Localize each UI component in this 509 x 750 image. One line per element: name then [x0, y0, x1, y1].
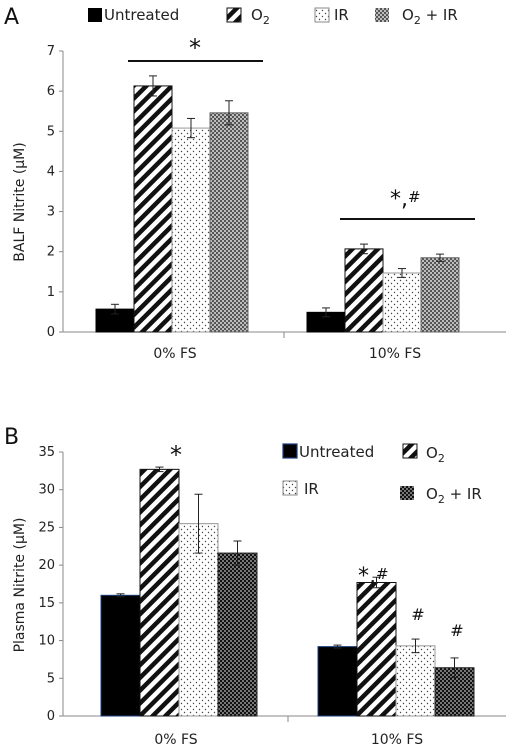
panel-b-sig-star-o2-0fs: * — [170, 441, 182, 469]
legend-swatch-o2ir — [375, 8, 389, 22]
panel-a-bars — [95, 75, 460, 333]
panel-a-sig-star-10fs: *,# — [390, 187, 421, 212]
bar-ir-0fs — [178, 523, 219, 717]
y-tick-label: 10 — [38, 634, 55, 649]
panel-a-sig-star-10fs-hash: # — [408, 188, 421, 206]
panel-b-sig-hash-o2ir-10fs: # — [450, 621, 463, 640]
bar-untreated-0fs — [100, 594, 141, 717]
legend-b-label-o2-main: O — [426, 444, 438, 462]
legend-b-label-o2ir-sub: 2 — [438, 493, 445, 506]
panel-b-letter: B — [4, 425, 19, 450]
legend-b-label-o2ir-rest: + IR — [445, 485, 482, 503]
y-tick-label: 7 — [47, 44, 55, 59]
panel-b-y-axis-label: Plasma Nitrite (µM) — [12, 518, 28, 653]
y-tick-label: 6 — [47, 84, 55, 99]
legend-b-label-o2ir: O2 + IR — [426, 485, 482, 506]
legend-b-label-o2-sub: 2 — [438, 452, 445, 465]
bar-o2-0fs — [133, 85, 173, 333]
panel-b-category-0fs: 0% FS — [154, 732, 197, 748]
panel-a-y-axis-label: BALF Nitrite (µM) — [12, 142, 28, 261]
panel-b: B Untreated O2 IR O2 + IR Plasma Nitrite… — [4, 425, 506, 748]
panel-a-sig-star-10fs-main: *, — [390, 187, 408, 212]
bar-ir-0fs — [171, 127, 211, 333]
panel-a-category-0fs: 0% FS — [153, 346, 196, 362]
legend-b-label-ir: IR — [304, 480, 319, 498]
y-tick-label: 0 — [47, 709, 55, 724]
y-tick-label: 15 — [38, 596, 55, 611]
legend-label-o2ir-sub: 2 — [414, 14, 421, 27]
legend-label-o2ir-main: O — [402, 6, 414, 24]
bar-o2ir-0fs — [217, 552, 258, 717]
legend-swatch-ir — [314, 7, 330, 23]
legend-b-swatch-untreated — [282, 443, 298, 459]
panel-a-category-10fs: 10% FS — [369, 346, 421, 362]
legend-label-untreated: Untreated — [104, 6, 179, 24]
panel-b-legend: Untreated O2 IR O2 + IR — [282, 443, 482, 506]
y-tick-label: 35 — [38, 445, 55, 460]
legend-label-o2ir-rest: + IR — [421, 6, 458, 24]
legend-b-swatch-o2 — [402, 443, 418, 459]
bar-o2-10fs — [344, 248, 384, 333]
legend-b-label-o2ir-main: O — [426, 485, 438, 503]
panel-b-sig-star-o2-10fs-main: *, — [358, 564, 376, 589]
legend-b-swatch-ir — [282, 480, 298, 496]
legend-swatch-untreated — [88, 8, 102, 22]
legend-b-swatch-o2ir — [400, 486, 414, 500]
panel-a-letter: A — [4, 5, 19, 30]
legend-label-ir: IR — [334, 6, 349, 24]
bar-untreated-10fs — [317, 646, 358, 717]
bar-o2-0fs — [139, 468, 180, 717]
bar-o2ir-0fs — [209, 112, 249, 333]
panel-b-sig-hash-ir-10fs: # — [411, 605, 424, 624]
y-tick-label: 25 — [38, 520, 55, 535]
bar-o2ir-10fs — [420, 257, 460, 333]
legend-label-o2-sub: 2 — [263, 14, 270, 27]
y-tick-label: 0 — [47, 325, 55, 340]
y-tick-label: 30 — [38, 483, 55, 498]
legend-swatch-o2 — [226, 7, 242, 23]
panel-b-sig-star-o2-10fs: *,# — [358, 564, 389, 589]
panel-a: A Untreated O2 IR O2 + IR BALF Nitrite (… — [4, 5, 506, 362]
legend-b-label-o2: O2 — [426, 444, 445, 465]
panel-b-bars — [100, 466, 475, 717]
y-tick-label: 20 — [38, 558, 55, 573]
bar-ir-10fs — [395, 645, 436, 717]
legend-label-o2ir: O2 + IR — [402, 6, 458, 27]
y-tick-label: 5 — [47, 124, 55, 139]
y-tick-label: 5 — [47, 671, 55, 686]
y-tick-label: 2 — [47, 245, 55, 260]
bar-o2-10fs — [356, 581, 397, 717]
panel-b-y-ticks: 0 5 10 15 20 25 30 35 — [38, 445, 63, 724]
panel-a-sig-star-0fs: * — [189, 34, 201, 62]
bar-ir-10fs — [382, 272, 422, 333]
y-tick-label: 1 — [47, 285, 55, 300]
legend-label-o2-main: O — [251, 6, 263, 24]
panel-b-sig-star-o2-10fs-hash: # — [376, 565, 389, 583]
legend-b-label-untreated: Untreated — [299, 443, 374, 461]
y-tick-label: 3 — [47, 205, 55, 220]
legend-label-o2: O2 — [251, 6, 270, 27]
panel-b-category-10fs: 10% FS — [371, 732, 423, 748]
y-tick-label: 4 — [47, 164, 55, 179]
panel-a-legend: Untreated O2 IR O2 + IR — [88, 6, 458, 27]
panel-a-y-ticks: 0 1 2 3 4 5 6 7 — [47, 44, 63, 340]
